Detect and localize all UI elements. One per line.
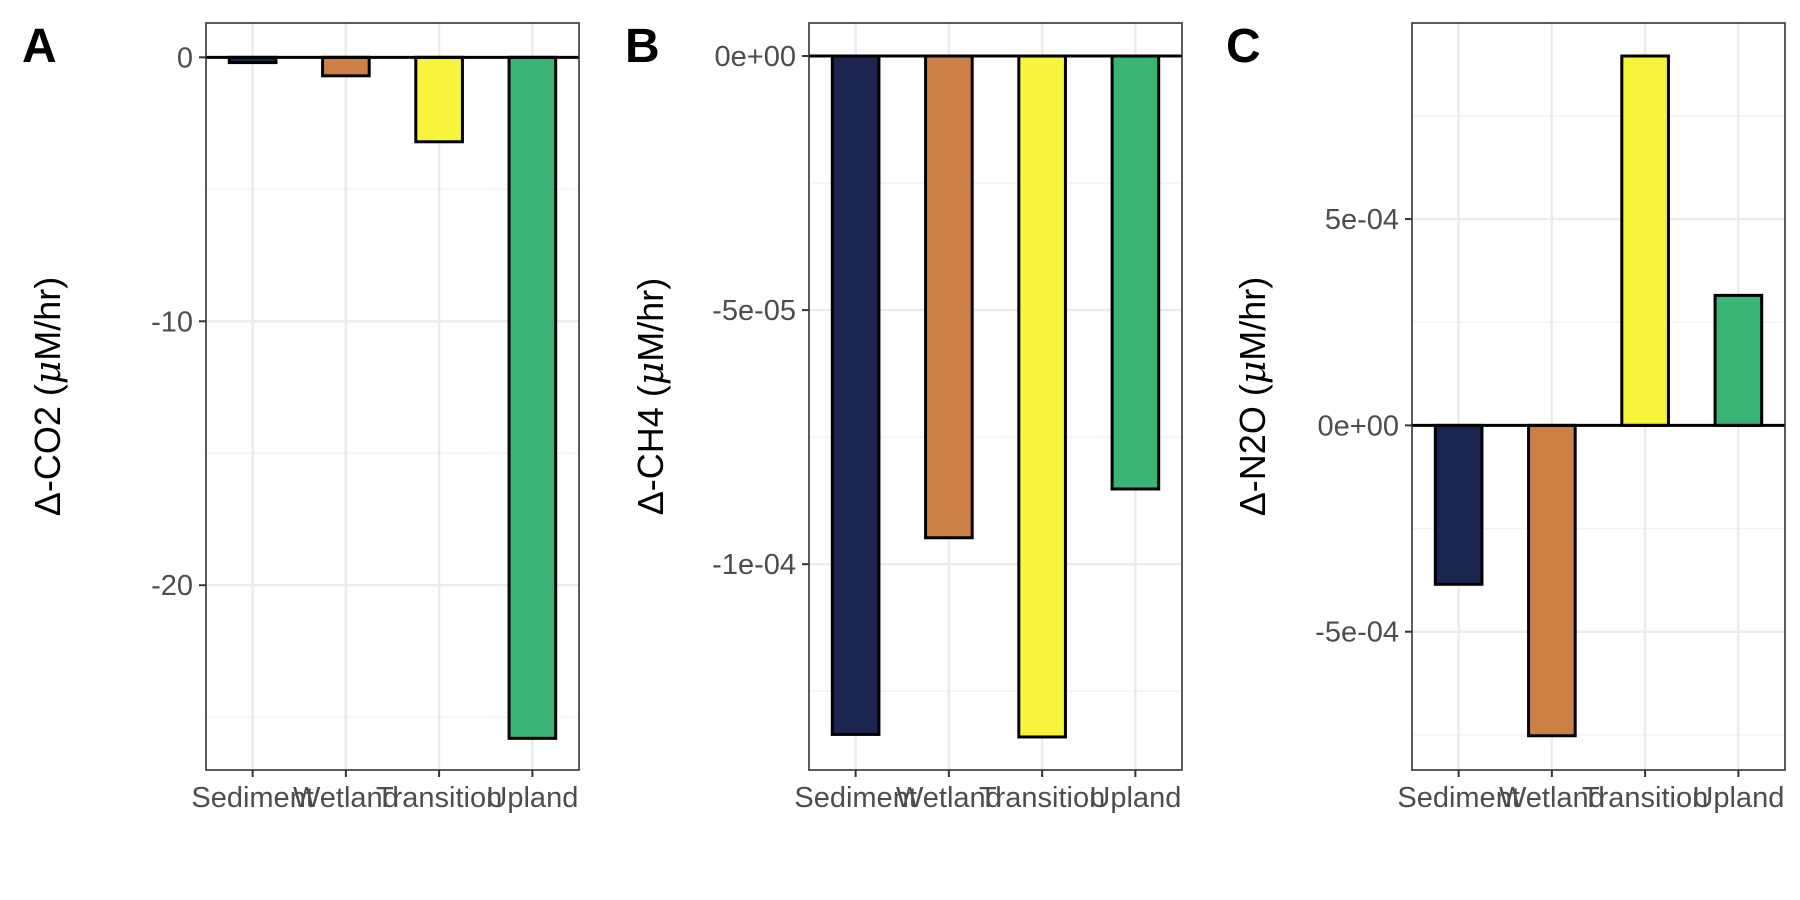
- x-tick-label: Upland: [1692, 782, 1784, 814]
- x-tick-label: Transition: [376, 782, 502, 814]
- x-tick-label: Sediment: [191, 782, 314, 814]
- y-tick-label: -5e-05: [712, 295, 796, 327]
- bar-transition: [1620, 54, 1670, 427]
- panel-letter: A: [22, 20, 57, 73]
- plot-frame: [205, 22, 580, 771]
- chart-panel-c: 5e-04 0e+00 -5e-04 SedimentWetlandTransitio…: [1226, 20, 1786, 814]
- y-tick-label: -10: [151, 306, 193, 338]
- y-tick-label: 5e-04: [1325, 204, 1399, 236]
- bar-sediment: [830, 54, 881, 736]
- bar-transition: [1017, 54, 1067, 739]
- panel-letter: C: [1226, 20, 1261, 73]
- y-tick-label: 0e+00: [715, 41, 796, 73]
- x-tick-label: Sediment: [1397, 782, 1520, 814]
- x-tick-label: Wetland: [896, 782, 1002, 814]
- x-tick-label: Transition: [1582, 782, 1708, 814]
- bar-transition: [414, 55, 464, 144]
- bar-wetland: [1527, 423, 1577, 738]
- bar-upland: [1110, 54, 1161, 491]
- x-tick-label: Upland: [486, 782, 578, 814]
- y-axis-title: Δ-CH4 (μM/hr): [630, 278, 672, 515]
- y-tick-label: -20: [151, 570, 193, 602]
- bar-upland: [1713, 293, 1764, 427]
- x-tick-label: Wetland: [1499, 782, 1605, 814]
- y-axis-title: Δ-N2O (μM/hr): [1232, 277, 1274, 516]
- bar-wetland: [924, 54, 974, 540]
- chart-panel-b: 0e+00 -5e-05 -1e-04 SedimentWetlandTransiti…: [625, 20, 1183, 814]
- x-tick-label: Wetland: [293, 782, 399, 814]
- x-tick-label: Upland: [1089, 782, 1181, 814]
- panel-letter: B: [625, 20, 660, 73]
- y-tick-label: 0: [177, 42, 193, 74]
- y-tick-label: -5e-04: [1315, 617, 1399, 649]
- plot-frame: [1411, 22, 1786, 771]
- y-tick-label: 0e+00: [1318, 410, 1399, 442]
- y-axis-title: Δ-CO2 (μM/hr): [27, 277, 69, 516]
- x-tick-label: Sediment: [794, 782, 917, 814]
- plot-frame: [808, 22, 1183, 771]
- bar-upland: [507, 55, 558, 740]
- y-tick-label: -1e-04: [712, 549, 796, 581]
- bar-sediment: [1433, 423, 1484, 586]
- x-tick-label: Transition: [979, 782, 1105, 814]
- bar-wetland: [321, 55, 371, 78]
